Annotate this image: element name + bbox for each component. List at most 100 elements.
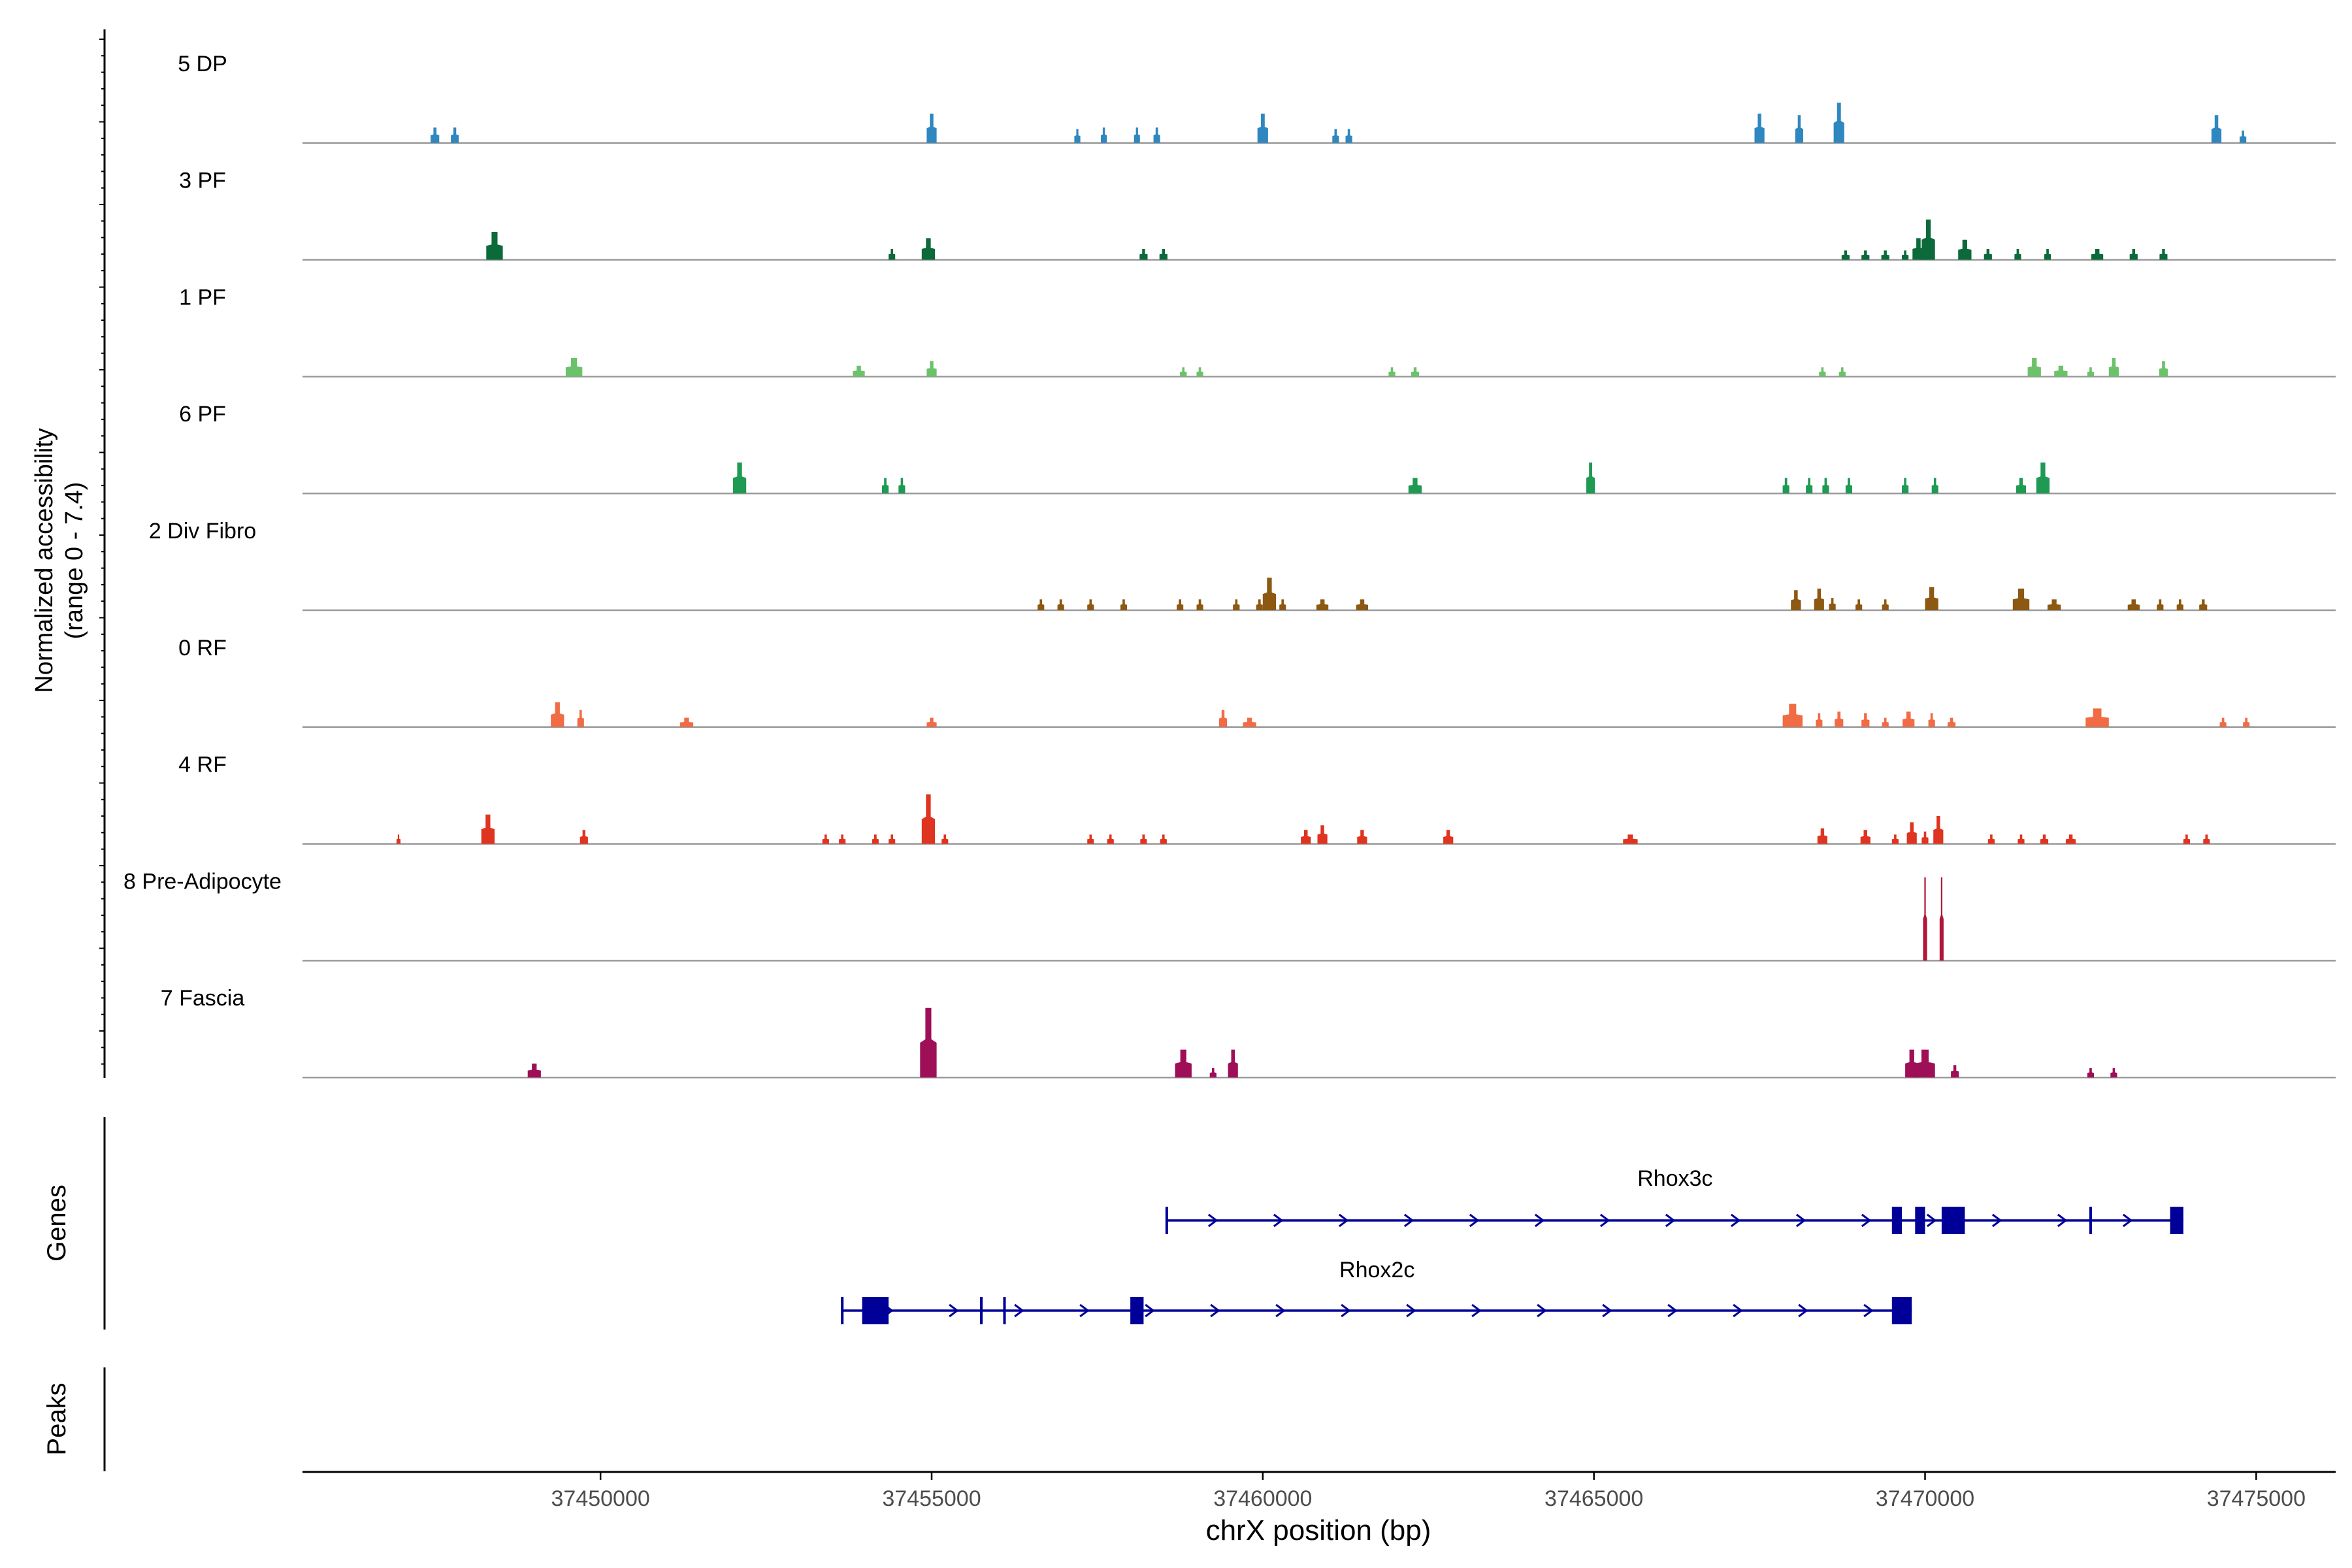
coverage-peak (1891, 834, 1899, 844)
coverage-peak (1256, 599, 1263, 610)
coverage-peak (580, 830, 588, 844)
coverage-peak (1243, 717, 1256, 727)
coverage-peak (2012, 588, 2030, 610)
coverage-peak (1087, 834, 1094, 844)
strand-arrow (1602, 1303, 1612, 1318)
coverage-peak (822, 834, 829, 844)
coverage-peak (2127, 599, 2140, 610)
coverage-peak (1795, 115, 1803, 143)
coverage-peak (872, 834, 879, 844)
coverage-peak (1822, 478, 1829, 494)
coverage-peak (2087, 1068, 2094, 1078)
coverage-peak (1782, 704, 1803, 727)
coverage-peak (1928, 713, 1935, 727)
coverage-peak (1196, 367, 1203, 377)
strand-arrow (1798, 1303, 1808, 1318)
coverage-peak (920, 1007, 937, 1078)
gene-rhox2c: Rhox2c (841, 1258, 1912, 1324)
strand-arrow (1534, 1213, 1545, 1228)
track-2-div-fibro: 2 Div Fibro (149, 519, 2336, 612)
genes-panel-label: Genes (42, 1184, 71, 1262)
coverage-peak (921, 238, 936, 260)
strand-arrow (1991, 1213, 2002, 1228)
strand-arrow (949, 1303, 959, 1318)
coverage-peak (431, 127, 440, 143)
strand-arrow (1469, 1213, 1480, 1228)
coverage-peak (1177, 599, 1184, 610)
coverage-peak (1939, 877, 1944, 961)
coverage-peak (1139, 249, 1148, 260)
track-label: 3 PF (179, 169, 226, 193)
coverage-peak (1861, 250, 1870, 260)
coverage-tracks: 5 DP 3 PF 1 PF 6 PF 2 Div Fibro 0 RF 4 RF 8 Pre… (123, 52, 2336, 1079)
coverage-peak (1958, 239, 1972, 260)
coverage-peak (1160, 834, 1167, 844)
coverage-peak (1153, 127, 1160, 143)
track-label: 0 RF (178, 636, 227, 661)
coverage-peak (2219, 717, 2227, 727)
coverage-peak (1180, 367, 1187, 377)
strand-arrow (1795, 1213, 1806, 1228)
strand-arrow (2057, 1213, 2068, 1228)
coverage-peak (2017, 834, 2025, 844)
coverage-peak (1882, 717, 1889, 727)
coverage-peak (926, 717, 937, 727)
coverage-peak (2183, 834, 2190, 844)
coverage-peak (1987, 834, 1995, 844)
track-label: 2 Div Fibro (149, 519, 256, 544)
coverage-peak (577, 710, 584, 727)
coverage-peak (2159, 249, 2168, 260)
coverage-peak (1388, 367, 1396, 377)
coverage-peak (2044, 249, 2051, 260)
coverage-peak (1902, 478, 1909, 494)
coverage-peak (1845, 478, 1852, 494)
coverage-peak (1912, 238, 1925, 260)
coverage-peak (839, 834, 846, 844)
coverage-peak (1107, 834, 1114, 844)
coverage-peak (1882, 599, 1889, 610)
coverage-peak (1835, 711, 1844, 727)
strand-arrow (1207, 1213, 1218, 1228)
coverage-peak (1159, 249, 1168, 260)
coverage-peak (1902, 250, 1909, 260)
coverage-peak (1817, 828, 1827, 844)
coverage-peak (2027, 358, 2041, 377)
x-axis: 37450000 37455000 37460000 37465000 37470000… (302, 1471, 2336, 1511)
track-1-pf: 1 PF (179, 285, 2336, 378)
coverage-peak (679, 717, 694, 727)
track-5-dp: 5 DP (178, 52, 2336, 144)
coverage-peak (2129, 249, 2138, 260)
coverage-peak (2087, 367, 2094, 377)
coverage-peak (1921, 220, 1935, 260)
coverage-peak (1332, 129, 1339, 143)
strand-arrow (1275, 1303, 1286, 1318)
exon-box (1915, 1207, 1925, 1234)
strand-arrow (1145, 1303, 1155, 1318)
coverage-peak (1984, 249, 1992, 260)
peaks-panel-label: Peaks (42, 1382, 71, 1455)
strand-arrow (1667, 1303, 1678, 1318)
y-axis-title-line2: (range 0 - 7.4) (61, 482, 88, 640)
coverage-peak (1623, 834, 1638, 844)
coverage-peak (1915, 1049, 1935, 1078)
x-axis-tick-label: 37450000 (551, 1486, 650, 1511)
strand-arrow (1406, 1303, 1416, 1318)
x-axis-tick-label: 37475000 (2207, 1486, 2306, 1511)
coverage-peak (921, 794, 936, 844)
strand-arrow (2122, 1213, 2133, 1228)
coverage-peak (732, 462, 747, 494)
coverage-peak (1175, 1049, 1192, 1078)
coverage-y-axis (99, 29, 106, 1078)
coverage-peak (1074, 129, 1081, 143)
track-6-pf: 6 PF (179, 402, 2336, 495)
track-0-rf: 0 RF (178, 636, 2336, 728)
coverage-peak (2048, 599, 2061, 610)
strand-arrow (1665, 1213, 1676, 1228)
coverage-peak (1037, 599, 1045, 610)
coverage-peak (2203, 834, 2210, 844)
coverage-peak (1443, 830, 1454, 844)
strand-arrow (1861, 1213, 1872, 1228)
strand-arrow (1537, 1303, 1547, 1318)
strand-arrow (1599, 1213, 1610, 1228)
